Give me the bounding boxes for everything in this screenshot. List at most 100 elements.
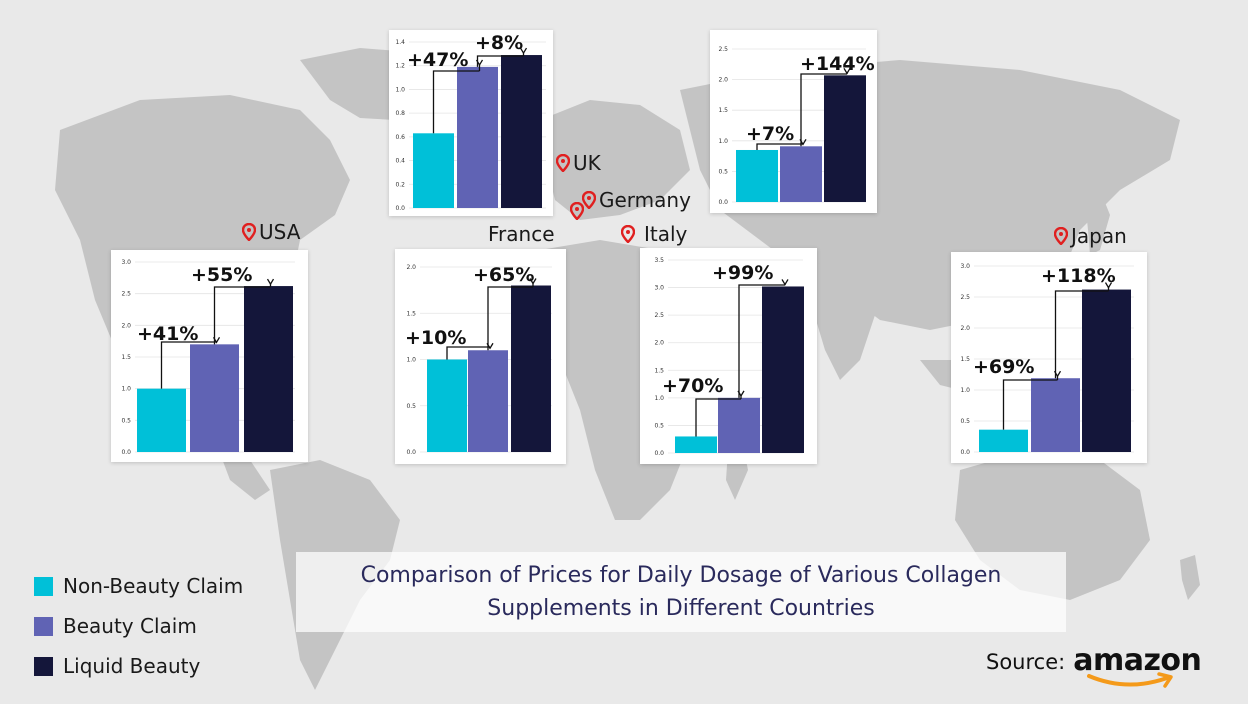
bar-liquid-beauty: [501, 55, 542, 209]
bar-chart-uk: 0.0 0.2 0.4 0.6 0.8 1.0 1.2 1.4+47% +8%: [395, 32, 546, 212]
chart-card-usa: 0.0 0.5 1.0 1.5 2.0 2.5 3.0 +41% +55%: [111, 250, 308, 462]
amazon-logo-text: amazon: [1073, 643, 1202, 678]
y-tick-label: 0.8: [395, 110, 405, 117]
bar-beauty-claim: [780, 146, 822, 202]
bar-non-beauty-claim: [736, 149, 778, 202]
legend-item-beauty-claim: Beauty Claim: [34, 606, 243, 646]
arrow-head-icon: [781, 279, 789, 286]
y-tick-label: 1.0: [654, 395, 664, 402]
y-tick-label: 0.5: [406, 403, 416, 410]
country-name: Germany: [599, 188, 691, 212]
y-tick-label: 2.5: [718, 46, 728, 53]
comparison-connector: [800, 73, 847, 147]
legend-swatch: [34, 656, 53, 676]
arrow-head-icon: [843, 67, 851, 75]
bar-liquid-beauty: [824, 75, 866, 202]
percent-increase-label: +55%: [191, 264, 252, 286]
y-tick-label: 0.5: [718, 168, 728, 175]
chart-card-germany: 0.0 0.5 1.0 1.5 2.0 2.5 +7% +144%: [710, 30, 877, 213]
percent-increase-label: +99%: [712, 262, 773, 284]
y-tick-label: 0.0: [960, 449, 970, 456]
y-tick-label: 2.0: [406, 264, 416, 271]
y-tick-label: 2.5: [121, 291, 131, 298]
source-attribution: Source: amazon: [986, 644, 1209, 692]
y-tick-label: 0.0: [654, 450, 664, 457]
bar-non-beauty-claim: [427, 359, 467, 452]
chart-card-uk: 0.0 0.2 0.4 0.6 0.8 1.0 1.2 1.4 +47% +8%: [389, 30, 553, 216]
bar-chart-usa: 0.0 0.5 1.0 1.5 2.0 2.5 3.0 +41% +55%: [121, 259, 295, 456]
legend-swatch: [34, 616, 53, 636]
legend-label: Beauty Claim: [63, 614, 197, 638]
y-tick-label: 0.0: [718, 199, 728, 206]
percent-increase-label: +41%: [137, 323, 198, 345]
y-tick-label: 3.0: [121, 259, 131, 266]
bar-chart-italy: 0.0 0.5 1.0 1.5 2.0 2.5 3.0 3.5 +70% +99%: [654, 257, 804, 457]
comparison-connector: [1054, 290, 1109, 379]
y-tick-label: 0.0: [121, 449, 131, 456]
bar-non-beauty-claim: [675, 436, 717, 453]
y-tick-label: 1.4: [395, 39, 405, 46]
y-tick-label: 0.5: [960, 418, 970, 425]
bar-non-beauty-claim: [979, 429, 1028, 452]
chart-title-line-2: Supplements in Different Countries: [487, 596, 875, 621]
bar-chart-france: 0.0 0.5 1.0 1.5 2.0 +10% +65%: [405, 264, 552, 456]
location-pin-icon: [569, 201, 585, 221]
y-tick-label: 1.5: [406, 310, 416, 317]
y-tick-label: 1.0: [395, 86, 405, 93]
bar-liquid-beauty: [1082, 289, 1131, 452]
bar-non-beauty-claim: [413, 133, 454, 208]
legend-label: Non-Beauty Claim: [63, 574, 244, 598]
bar-chart-germany: 0.0 0.5 1.0 1.5 2.0 2.5 +7% +144%: [718, 46, 875, 206]
y-tick-label: 2.0: [718, 77, 728, 84]
chart-card-japan: 0.0 0.5 1.0 1.5 2.0 2.5 3.0 +69% +118%: [951, 252, 1147, 463]
location-pin-icon: [556, 154, 570, 172]
bar-beauty-claim: [718, 397, 760, 453]
y-tick-label: 3.0: [654, 285, 664, 292]
percent-increase-label: +144%: [800, 53, 875, 75]
percent-increase-label: +47%: [407, 49, 468, 71]
y-tick-label: 3.5: [654, 257, 664, 264]
bar-liquid-beauty: [511, 285, 551, 452]
comparison-connector: [432, 70, 480, 134]
y-tick-label: 0.6: [395, 134, 405, 141]
y-tick-label: 2.0: [121, 322, 131, 329]
comparison-connector: [213, 286, 271, 345]
country-label-usa: USA: [242, 220, 300, 244]
y-tick-label: 1.5: [654, 367, 664, 374]
country-label-italy: Italy: [621, 222, 687, 246]
y-tick-label: 0.0: [406, 449, 416, 456]
arrow-head-icon: [519, 47, 528, 55]
location-pin-icon: [582, 191, 596, 209]
country-name: Japan: [1071, 224, 1127, 248]
bar-liquid-beauty: [762, 286, 804, 453]
country-label-japan: Japan: [1054, 224, 1127, 248]
chart-card-france: 0.0 0.5 1.0 1.5 2.0 +10% +65%: [395, 249, 566, 464]
percent-increase-label: +69%: [973, 356, 1034, 378]
bar-non-beauty-claim: [137, 388, 186, 452]
chart-legend: Non-Beauty Claim Beauty Claim Liquid Bea…: [34, 566, 243, 686]
y-tick-label: 0.4: [395, 158, 405, 165]
y-tick-label: 0.2: [395, 181, 405, 188]
y-tick-label: 1.0: [718, 138, 728, 145]
country-label-germany: Germany: [582, 188, 691, 212]
percent-increase-label: +65%: [473, 264, 534, 286]
bar-beauty-claim: [468, 350, 508, 452]
bar-liquid-beauty: [244, 286, 293, 452]
chart-title-line-1: Comparison of Prices for Daily Dosage of…: [360, 563, 1002, 588]
y-tick-label: 0.5: [121, 417, 131, 424]
y-tick-label: 0.5: [654, 422, 664, 429]
comparison-connector: [476, 55, 524, 67]
chart-card-italy: 0.0 0.5 1.0 1.5 2.0 2.5 3.0 3.5 +70% +99%: [640, 248, 817, 464]
y-tick-label: 3.0: [960, 263, 970, 270]
percent-increase-label: +8%: [475, 32, 523, 54]
y-tick-label: 2.0: [654, 340, 664, 347]
arrow-head-icon: [1104, 282, 1113, 289]
country-label-france: France: [488, 222, 555, 246]
y-tick-label: 1.0: [121, 386, 131, 393]
percent-increase-label: +7%: [746, 123, 794, 145]
y-tick-label: 1.5: [121, 354, 131, 361]
arrow-head-icon: [266, 278, 275, 286]
y-tick-label: 2.0: [960, 325, 970, 332]
legend-item-liquid-beauty: Liquid Beauty: [34, 646, 243, 686]
y-tick-label: 1.0: [406, 357, 416, 364]
